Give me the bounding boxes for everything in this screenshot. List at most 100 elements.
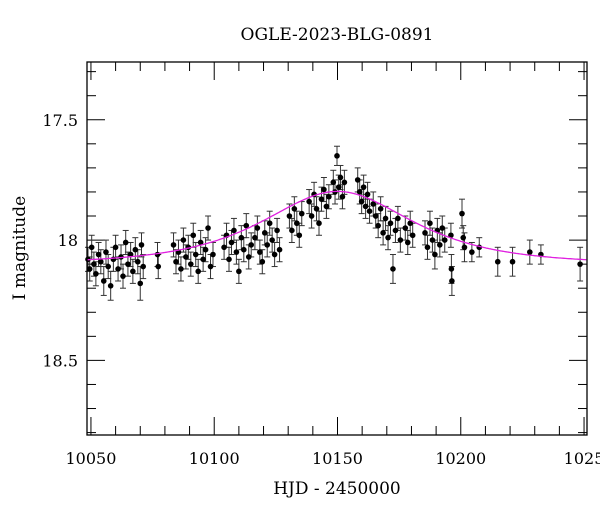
- data-point: [100, 278, 107, 284]
- plot-frame: [86, 61, 588, 436]
- tick-labels: 10050 10100 10150 10200 1025 17.5 18 18.5: [42, 111, 600, 468]
- data-point: [298, 210, 305, 217]
- data-point: [424, 244, 431, 251]
- data-point: [125, 261, 131, 267]
- data-point: [112, 244, 119, 251]
- x-tick-label: 10200: [435, 449, 486, 468]
- data-point: [115, 266, 121, 272]
- data-point: [429, 237, 436, 243]
- data-point: [202, 246, 209, 253]
- data-point: [264, 242, 271, 248]
- y-tick-label: 18: [58, 231, 78, 250]
- data-point: [449, 278, 455, 284]
- x-tick-label: 10100: [189, 449, 240, 468]
- data-point: [422, 230, 428, 236]
- data-point: [205, 225, 211, 231]
- data-point: [407, 220, 414, 227]
- data-point: [245, 254, 252, 260]
- data-point: [241, 246, 247, 253]
- data-point: [339, 193, 346, 200]
- data-point: [409, 232, 416, 239]
- data-point: [469, 249, 475, 255]
- data-point: [441, 237, 448, 243]
- data-point: [236, 268, 242, 275]
- data-point: [88, 244, 95, 251]
- data-point: [155, 263, 162, 270]
- data-point: [154, 251, 161, 258]
- data-point: [461, 244, 468, 251]
- data-point: [323, 203, 330, 210]
- data-point: [137, 280, 144, 287]
- data-point: [337, 174, 344, 181]
- data-point: [197, 239, 204, 246]
- data-point: [259, 258, 266, 265]
- data-point: [527, 249, 533, 255]
- data-point: [238, 234, 245, 241]
- data-point: [392, 227, 399, 234]
- data-point: [98, 258, 104, 265]
- data-point: [95, 251, 102, 258]
- x-tick-label: 10050: [65, 449, 116, 468]
- data-point: [178, 266, 184, 272]
- data-point: [321, 186, 327, 193]
- x-tick-label: 10150: [312, 449, 363, 468]
- data-point: [274, 227, 280, 234]
- data-point: [313, 205, 320, 212]
- data-point: [364, 191, 371, 198]
- data-point: [140, 263, 147, 270]
- data-point: [326, 193, 332, 200]
- data-point: [190, 232, 197, 239]
- data-point: [335, 184, 342, 190]
- data-point: [316, 220, 322, 227]
- data-point: [448, 232, 454, 239]
- data-point: [91, 261, 97, 267]
- data-point: [286, 213, 293, 219]
- data-point: [122, 239, 129, 246]
- data-point: [330, 179, 337, 186]
- data-point: [228, 239, 235, 246]
- data-point: [370, 201, 377, 207]
- data-point: [231, 227, 237, 234]
- data-point: [233, 249, 240, 255]
- data-point: [261, 230, 268, 236]
- x-tick-label: 1025: [564, 449, 600, 468]
- data-point: [372, 213, 379, 219]
- data-point: [437, 242, 443, 248]
- data-point: [243, 222, 250, 229]
- data-point: [252, 234, 258, 241]
- data-point: [200, 256, 206, 263]
- data-point: [427, 220, 433, 227]
- data-point: [120, 273, 126, 279]
- data-point: [306, 198, 312, 205]
- data-point: [380, 230, 386, 236]
- data-point: [439, 225, 446, 231]
- x-axis-label: HJD - 2450000: [273, 479, 401, 499]
- data-point: [289, 227, 295, 234]
- data-point: [432, 251, 438, 258]
- data-point: [294, 220, 300, 227]
- data-point: [257, 249, 263, 255]
- model-curve: [86, 190, 587, 261]
- data-point: [266, 220, 273, 227]
- error-bars: [84, 145, 584, 301]
- chart-title: OGLE-2023-BLG-0891: [241, 25, 434, 45]
- data-point: [460, 234, 467, 241]
- data-point: [207, 263, 214, 270]
- data-point: [183, 254, 189, 260]
- data-point: [366, 208, 373, 214]
- data-point: [494, 258, 501, 265]
- data-point: [390, 266, 396, 272]
- data-point: [308, 213, 315, 219]
- data-point: [356, 189, 363, 195]
- data-point: [192, 251, 199, 258]
- data-point: [195, 268, 201, 275]
- y-axis-label: I magnitude: [10, 196, 30, 300]
- data-point: [404, 239, 411, 246]
- data-point: [341, 179, 348, 186]
- data-point: [210, 251, 216, 258]
- data-point: [375, 222, 381, 229]
- data-point: [509, 258, 516, 265]
- data-points: [85, 153, 583, 289]
- data-point: [248, 242, 255, 248]
- data-point: [291, 205, 298, 212]
